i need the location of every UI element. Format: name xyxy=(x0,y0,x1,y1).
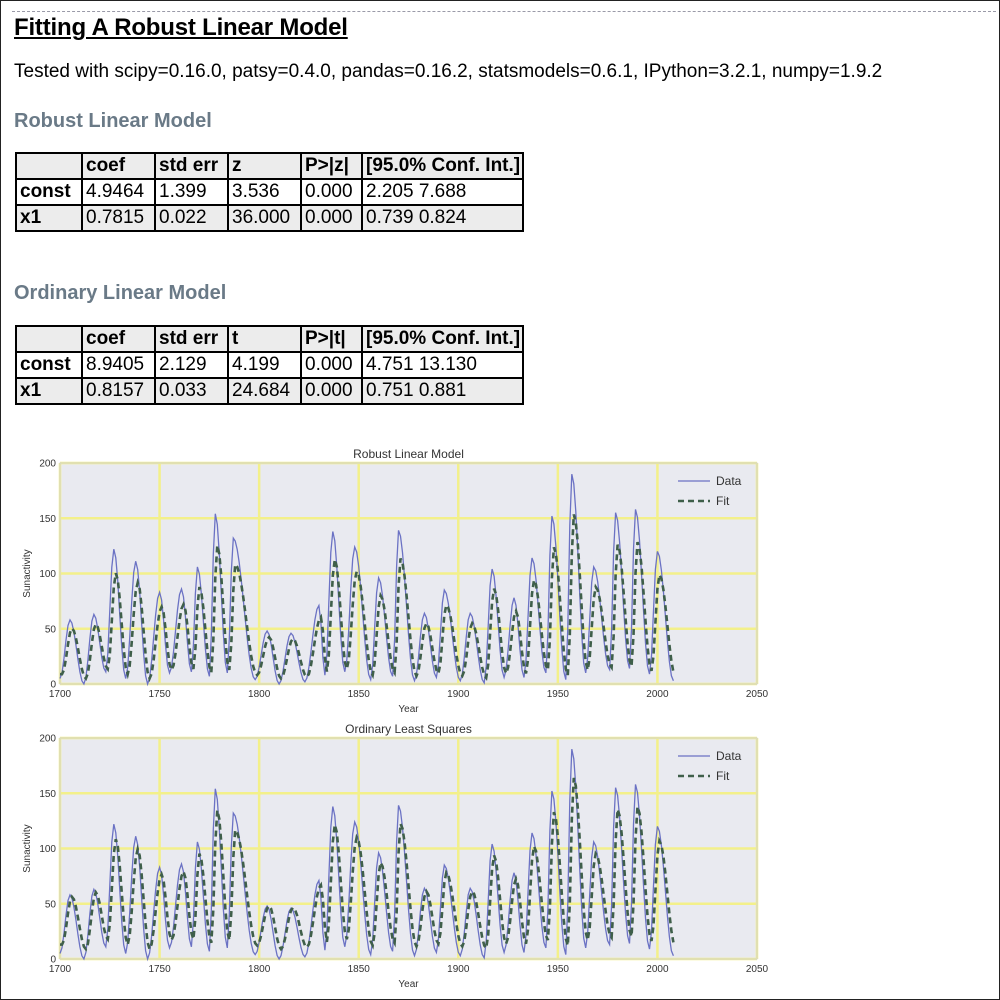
x-tick-label: 1850 xyxy=(348,964,371,975)
table-cell: 0.000 xyxy=(300,178,363,206)
table-header-cell: [95.0% Conf. Int.] xyxy=(360,152,525,180)
table-cell: 3.536 xyxy=(227,178,302,206)
table-row: x1 0.7815 0.022 36.000 0.000 0.739 0.824 xyxy=(15,204,525,232)
table-cell: 0.751 0.881 xyxy=(360,377,525,405)
chart-title: Ordinary Least Squares xyxy=(345,722,472,736)
data-series-line xyxy=(59,748,675,962)
table-header-cell: t xyxy=(227,325,302,353)
page-title: Fitting A Robust Linear Model xyxy=(14,14,348,41)
x-axis-label: Year xyxy=(398,704,419,715)
cell-separator xyxy=(12,11,996,12)
table-header-cell: z xyxy=(227,152,302,180)
x-axis-label: Year xyxy=(398,979,419,990)
table-cell: 0.000 xyxy=(300,351,363,379)
legend-fit-label: Fit xyxy=(716,494,730,508)
y-axis-label: Sunactivity xyxy=(22,824,33,872)
y-tick-label: 0 xyxy=(50,680,56,691)
y-tick-label: 200 xyxy=(39,459,56,470)
table-cell: 2.205 7.688 xyxy=(360,178,525,206)
fit-series-line xyxy=(60,514,675,683)
x-tick-label: 1900 xyxy=(447,689,470,700)
table-header-cell: std err xyxy=(154,325,229,353)
table-header-cell: [95.0% Conf. Int.] xyxy=(360,325,525,353)
x-tick-label: 2000 xyxy=(646,689,669,700)
ols-fit-chart: 1700 1750 1800 1850 1900 1950 2000 2050 0 50 100 15… xyxy=(22,722,769,990)
x-tick-label: 2050 xyxy=(746,689,769,700)
table-row-label: x1 xyxy=(15,377,83,405)
y-tick-label: 50 xyxy=(45,899,57,910)
x-tick-label: 1950 xyxy=(547,964,570,975)
table-cell: 0.000 xyxy=(300,204,363,232)
table-cell: 0.000 xyxy=(300,377,363,405)
x-tick-label: 1950 xyxy=(547,689,570,700)
x-tick-label: 1800 xyxy=(248,964,271,975)
table-cell: 4.199 xyxy=(227,351,302,379)
ols-model-heading: Ordinary Linear Model xyxy=(14,282,227,304)
robust-model-heading: Robust Linear Model xyxy=(14,110,212,132)
table-header-cell xyxy=(15,152,83,180)
table-header-cell xyxy=(15,325,83,353)
table-cell: 8.9405 xyxy=(81,351,156,379)
table-row: x1 0.8157 0.033 24.684 0.000 0.751 0.881 xyxy=(15,377,525,405)
y-tick-label: 150 xyxy=(39,514,56,525)
y-tick-label: 0 xyxy=(50,955,56,966)
robust-fit-chart: 1700 1750 1800 1850 1900 1950 2000 2050 0 50 100 15… xyxy=(22,447,769,715)
x-tick-label: 2050 xyxy=(746,964,769,975)
table-row-label: const xyxy=(15,351,83,379)
x-tick-label: 1900 xyxy=(447,964,470,975)
table-header-cell: P>|t| xyxy=(300,325,363,353)
legend-data-label: Data xyxy=(716,474,742,488)
fit-series-line xyxy=(60,777,675,954)
x-tick-label: 2000 xyxy=(646,964,669,975)
chart-title: Robust Linear Model xyxy=(353,447,464,461)
table-row-label: const xyxy=(15,178,83,206)
table-cell: 36.000 xyxy=(227,204,302,232)
table-header-row: coef std err z P>|z| [95.0% Conf. Int.] xyxy=(15,152,525,180)
table-cell: 4.751 13.130 xyxy=(360,351,525,379)
legend-fit-label: Fit xyxy=(716,769,730,783)
table-header-cell: coef xyxy=(81,152,156,180)
y-tick-label: 100 xyxy=(39,569,56,580)
plot-border xyxy=(59,462,758,685)
table-cell: 0.7815 xyxy=(81,204,156,232)
x-tick-label: 1700 xyxy=(49,689,72,700)
table-header-cell: P>|z| xyxy=(300,152,363,180)
x-tick-label: 1850 xyxy=(348,689,371,700)
x-tick-label: 1700 xyxy=(49,964,72,975)
version-info: Tested with scipy=0.16.0, patsy=0.4.0, p… xyxy=(14,61,883,82)
table-row: const 4.9464 1.399 3.536 0.000 2.205 7.6… xyxy=(15,178,525,206)
y-axis-label: Sunactivity xyxy=(22,549,33,597)
table-row-label: x1 xyxy=(15,204,83,232)
table-cell: 0.033 xyxy=(154,377,229,405)
table-cell: 4.9464 xyxy=(81,178,156,206)
table-header-row: coef std err t P>|t| [95.0% Conf. Int.] xyxy=(15,325,525,353)
table-header-cell: coef xyxy=(81,325,156,353)
y-tick-label: 100 xyxy=(39,844,56,855)
y-tick-label: 200 xyxy=(39,734,56,745)
ols-summary-table: coef std err t P>|t| [95.0% Conf. Int.] … xyxy=(15,325,525,405)
table-row: const 8.9405 2.129 4.199 0.000 4.751 13.… xyxy=(15,351,525,379)
table-cell: 0.739 0.824 xyxy=(360,204,525,232)
table-cell: 1.399 xyxy=(154,178,229,206)
y-tick-label: 50 xyxy=(45,624,57,635)
table-cell: 0.022 xyxy=(154,204,229,232)
plot-border xyxy=(59,737,758,960)
robust-summary-table: coef std err z P>|z| [95.0% Conf. Int.] … xyxy=(15,152,525,232)
x-tick-label: 1750 xyxy=(148,964,171,975)
legend-data-label: Data xyxy=(716,749,742,763)
x-tick-label: 1800 xyxy=(248,689,271,700)
x-tick-label: 1750 xyxy=(148,689,171,700)
y-tick-label: 150 xyxy=(39,789,56,800)
table-cell: 0.8157 xyxy=(81,377,156,405)
table-header-cell: std err xyxy=(154,152,229,180)
table-cell: 2.129 xyxy=(154,351,229,379)
table-cell: 24.684 xyxy=(227,377,302,405)
